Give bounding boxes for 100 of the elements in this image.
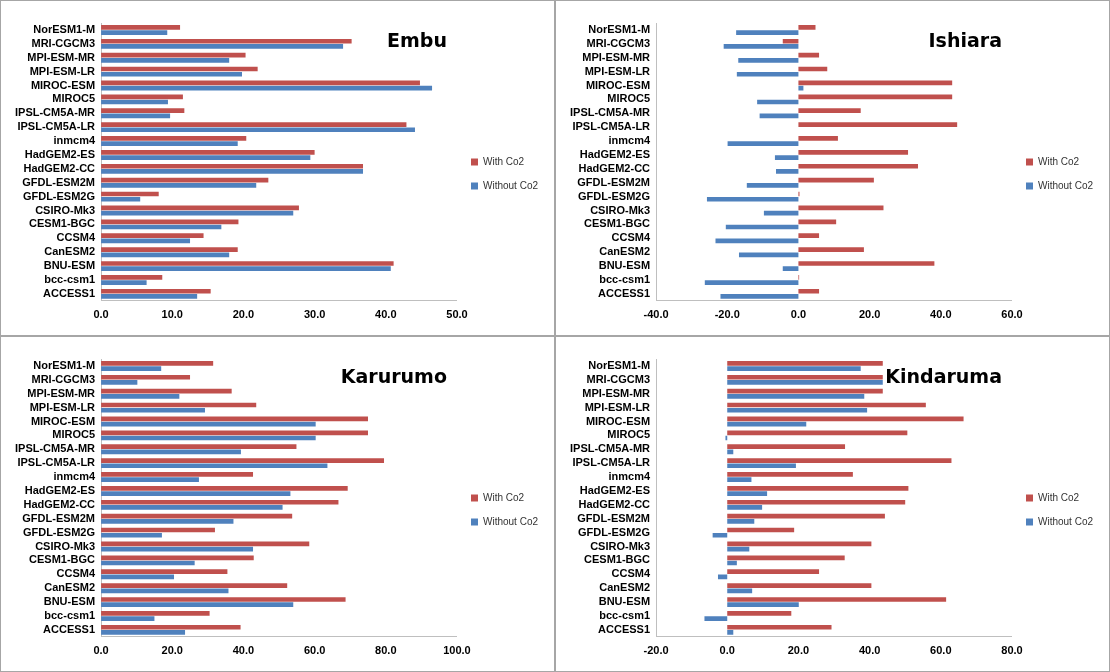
y-tick-label: CSIRO-Mk3 xyxy=(35,203,96,216)
y-tick-label: inmcm4 xyxy=(608,470,651,483)
x-tick-label: 0.0 xyxy=(790,308,807,321)
y-tick-label: BNU-ESM xyxy=(43,259,96,272)
y-tick-label: GFDL-ESM2M xyxy=(22,175,96,188)
x-tick-label: 20.0 xyxy=(858,308,881,321)
x-tick-label: 60.0 xyxy=(1001,308,1023,321)
x-tick-label: 0.0 xyxy=(93,644,109,657)
x-tick-label: 40.0 xyxy=(858,644,881,657)
x-tick-label: 80.0 xyxy=(375,644,397,657)
y-tick-label: GFDL-ESM2G xyxy=(22,189,96,202)
y-tick-label: CESM1-BGC xyxy=(584,217,651,230)
y-tick-label: bcc-csm1 xyxy=(599,609,651,621)
y-tick-label: CSIRO-Mk3 xyxy=(35,539,96,552)
y-tick-label: inmcm4 xyxy=(608,134,651,147)
y-tick-label: ACCESS1 xyxy=(43,286,96,299)
y-tick-label: CanESM2 xyxy=(599,245,651,258)
y-tick-label: inmcm4 xyxy=(53,134,96,147)
y-tick-label: GFDL-ESM2G xyxy=(22,525,96,538)
y-tick-label: NorESM1-M xyxy=(588,358,651,371)
y-tick-label: HadGEM2-CC xyxy=(578,497,651,510)
x-tick-label: 0.0 xyxy=(719,644,735,657)
y-tick-label: HadGEM2-ES xyxy=(24,483,96,496)
y-tick-label: HadGEM2-CC xyxy=(23,161,96,174)
x-tick-label: -20.0 xyxy=(714,308,740,321)
legend-label: With Co2 xyxy=(1037,155,1080,167)
y-tick-label: HadGEM2-ES xyxy=(579,483,651,496)
chart-title: Ishiara xyxy=(928,29,1002,52)
y-tick-label: HadGEM2-CC xyxy=(578,161,651,174)
legend-label: Without Co2 xyxy=(1037,179,1094,191)
y-tick-label: IPSL-CM5A-MR xyxy=(569,106,651,119)
y-tick-label: MPI-ESM-MR xyxy=(27,50,96,63)
x-tick-label: 80.0 xyxy=(1001,644,1023,657)
y-tick-label: MPI-ESM-LR xyxy=(584,64,651,77)
y-tick-label: GFDL-ESM2G xyxy=(577,189,651,202)
x-tick-label: -20.0 xyxy=(643,644,669,657)
y-tick-label: IPSL-CM5A-LR xyxy=(572,456,651,469)
y-tick-label: bcc-csm1 xyxy=(44,609,96,621)
y-tick-label: MRI-CGCM3 xyxy=(31,36,96,49)
y-tick-label: CESM1-BGC xyxy=(584,553,651,566)
y-tick-label: MIROC-ESM xyxy=(30,78,96,91)
y-tick-label: CanESM2 xyxy=(599,581,651,594)
legend-label: Without Co2 xyxy=(1037,515,1094,527)
x-tick-label: 20.0 xyxy=(787,644,810,657)
x-tick-label: 50.0 xyxy=(446,308,468,321)
y-tick-label: CCSM4 xyxy=(611,567,651,580)
y-tick-label: NorESM1-M xyxy=(33,358,96,371)
x-tick-label: 0.0 xyxy=(93,308,109,321)
y-tick-label: MPI-ESM-MR xyxy=(27,386,96,399)
y-tick-label: HadGEM2-CC xyxy=(23,497,96,510)
y-tick-label: MPI-ESM-MR xyxy=(582,386,651,399)
x-tick-label: 60.0 xyxy=(930,644,952,657)
y-tick-label: bcc-csm1 xyxy=(599,273,651,285)
y-tick-label: CanESM2 xyxy=(44,581,96,594)
y-tick-label: MIROC5 xyxy=(607,428,651,441)
y-tick-label: MRI-CGCM3 xyxy=(586,36,651,49)
y-tick-label: GFDL-ESM2M xyxy=(577,175,651,188)
y-tick-label: GFDL-ESM2G xyxy=(577,525,651,538)
y-tick-label: NorESM1-M xyxy=(33,22,96,35)
y-tick-label: MIROC-ESM xyxy=(585,78,651,91)
y-tick-label: MIROC5 xyxy=(607,92,651,105)
y-tick-label: HadGEM2-ES xyxy=(579,147,651,160)
y-tick-label: MPI-ESM-LR xyxy=(29,400,96,413)
y-tick-label: NorESM1-M xyxy=(588,22,651,35)
y-tick-label: MIROC-ESM xyxy=(585,414,651,427)
y-tick-label: MIROC5 xyxy=(52,92,96,105)
chart-title: Embu xyxy=(387,29,447,52)
y-tick-label: MRI-CGCM3 xyxy=(31,372,96,385)
y-tick-label: IPSL-CM5A-LR xyxy=(17,120,96,133)
y-tick-label: IPSL-CM5A-MR xyxy=(569,442,651,455)
x-tick-label: 100.0 xyxy=(443,644,471,657)
x-tick-label: -40.0 xyxy=(643,308,669,321)
y-tick-label: MPI-ESM-MR xyxy=(582,50,651,63)
y-tick-label: CSIRO-Mk3 xyxy=(590,539,651,552)
y-tick-label: CCSM4 xyxy=(611,231,651,244)
y-tick-label: CanESM2 xyxy=(44,245,96,258)
x-tick-label: 10.0 xyxy=(161,308,183,321)
y-tick-label: CCSM4 xyxy=(56,567,96,580)
legend-label: With Co2 xyxy=(482,491,525,503)
y-tick-label: ACCESS1 xyxy=(598,622,651,635)
y-tick-label: IPSL-CM5A-LR xyxy=(17,456,96,469)
y-tick-label: MRI-CGCM3 xyxy=(586,372,651,385)
x-tick-label: 60.0 xyxy=(303,644,326,657)
x-tick-label: 20.0 xyxy=(232,308,255,321)
legend-label: With Co2 xyxy=(1037,491,1080,503)
y-tick-label: CCSM4 xyxy=(56,231,96,244)
legend-label: With Co2 xyxy=(482,155,525,167)
y-tick-label: CESM1-BGC xyxy=(29,553,96,566)
y-tick-label: inmcm4 xyxy=(53,470,96,483)
x-tick-label: 40.0 xyxy=(232,644,255,657)
y-tick-label: MIROC-ESM xyxy=(30,414,96,427)
x-tick-label: 40.0 xyxy=(375,308,397,321)
y-tick-label: HadGEM2-ES xyxy=(24,147,96,160)
legend-label: Without Co2 xyxy=(482,515,539,527)
y-tick-label: ACCESS1 xyxy=(598,286,651,299)
y-tick-label: IPSL-CM5A-MR xyxy=(14,442,96,455)
y-tick-label: MIROC5 xyxy=(52,428,96,441)
x-tick-label: 20.0 xyxy=(161,644,183,657)
chart-title: Karurumo xyxy=(340,365,447,388)
y-tick-label: BNU-ESM xyxy=(43,595,96,608)
